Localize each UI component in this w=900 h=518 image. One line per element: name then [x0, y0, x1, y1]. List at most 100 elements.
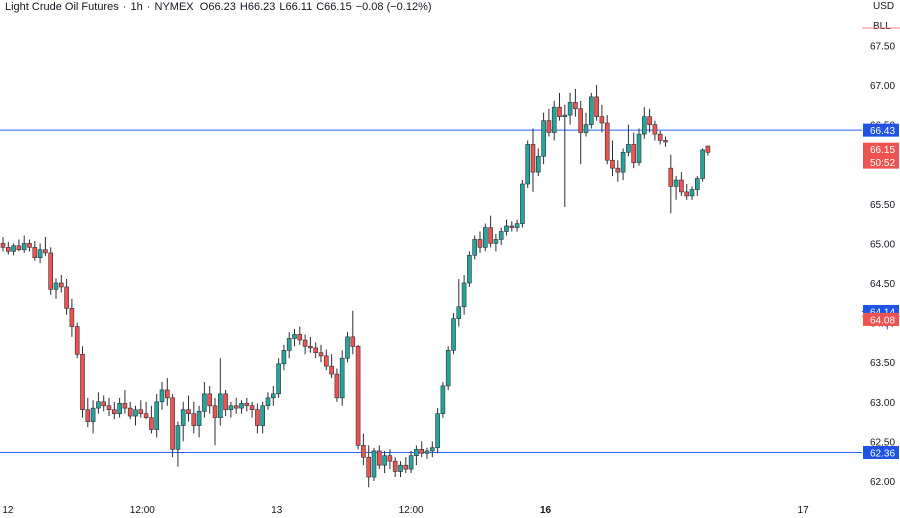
candle-body [202, 393, 207, 412]
alert-tag-bg [863, 312, 899, 326]
candle [689, 186, 695, 200]
candle [218, 358, 223, 426]
candle [149, 405, 154, 434]
candle-body [329, 365, 334, 375]
price-tick-label: 67.00 [870, 81, 895, 92]
level-tag-bg [863, 445, 899, 459]
candle [21, 235, 27, 253]
candle-body [562, 114, 568, 117]
candle [143, 401, 149, 420]
candle-body [138, 409, 144, 414]
candle-body [498, 231, 504, 240]
candle [260, 401, 266, 434]
time-tick-label: 12:00 [130, 505, 155, 516]
price-tick-label: 62.00 [870, 477, 895, 488]
candle-body [376, 450, 382, 466]
candle [705, 145, 711, 156]
candle-body [64, 286, 69, 309]
candle-body [620, 152, 626, 173]
candle [101, 395, 106, 412]
candle [355, 344, 361, 450]
candle-body [403, 464, 409, 470]
candle [265, 392, 271, 410]
candle [239, 400, 244, 414]
candle-body [218, 393, 223, 418]
candle [694, 176, 700, 196]
candle [207, 385, 212, 414]
candle-body [0, 243, 6, 248]
candle-body [170, 397, 175, 450]
candle-body [440, 385, 446, 414]
candle [403, 457, 409, 474]
high-label: H [239, 1, 248, 13]
candle [112, 401, 117, 420]
level-tag: 66.43 [870, 126, 895, 137]
candle [424, 447, 430, 459]
candle [573, 88, 578, 117]
candle [281, 344, 287, 371]
candle-body [186, 409, 191, 414]
candle-body [573, 102, 578, 110]
candle [74, 322, 80, 359]
candle [498, 227, 504, 245]
price-axis[interactable]: 62.0062.5063.0063.5064.0064.5065.0065.50… [870, 41, 895, 488]
candle [504, 219, 509, 236]
candle [154, 393, 159, 438]
candle-body [43, 249, 48, 254]
candle-body [191, 413, 197, 426]
low-label: L [279, 1, 286, 13]
candle [345, 332, 350, 363]
candle [429, 441, 435, 458]
candle-body [149, 417, 154, 430]
candle-body [48, 252, 54, 290]
candle-body [350, 336, 356, 347]
candle [684, 184, 690, 200]
candle [652, 120, 658, 141]
exchange-label: NYMEX [154, 1, 194, 13]
candle [414, 445, 419, 466]
candle-body [308, 346, 313, 349]
candle-body [408, 455, 414, 470]
candle-body [626, 144, 631, 153]
candle-body [239, 403, 244, 409]
candle [318, 344, 324, 363]
candle-body [223, 393, 228, 411]
candle [69, 298, 75, 337]
currency-label[interactable]: USD [873, 1, 895, 12]
interval-label[interactable]: 1h [130, 1, 143, 13]
candle-body [424, 450, 430, 454]
candle-body [80, 353, 85, 411]
candle-body [557, 106, 562, 117]
candle [32, 241, 38, 261]
candle-body [684, 191, 690, 197]
candle [186, 395, 191, 422]
candle-body [525, 144, 531, 185]
symbol-name[interactable]: Light Crude Oil Futures [5, 1, 119, 13]
candle-body [504, 225, 509, 232]
time-tick-label: 12:00 [399, 505, 424, 516]
candle [445, 346, 451, 390]
change-value: −0.08 (−0.12%) [355, 1, 432, 13]
candle-body [429, 447, 435, 452]
candle-body [175, 425, 181, 450]
candle [488, 215, 493, 248]
unit-label[interactable]: BLL [873, 21, 891, 32]
candle [371, 447, 377, 481]
time-tick-label: 12 [2, 505, 14, 516]
candle-body [11, 245, 16, 252]
price-tick-label: 63.00 [870, 398, 895, 409]
candle-body [112, 409, 117, 414]
candle-body [588, 96, 594, 125]
candle [382, 450, 387, 474]
candle-body [493, 239, 499, 244]
time-axis[interactable]: 1212:001312:00161712:001812:001912:00201… [2, 505, 900, 516]
price-tick-label: 63.50 [870, 358, 895, 369]
candle [588, 92, 594, 129]
candle [636, 128, 642, 166]
candle [535, 148, 541, 177]
candle [159, 382, 165, 410]
candle [583, 112, 589, 137]
candle-body [101, 401, 106, 407]
